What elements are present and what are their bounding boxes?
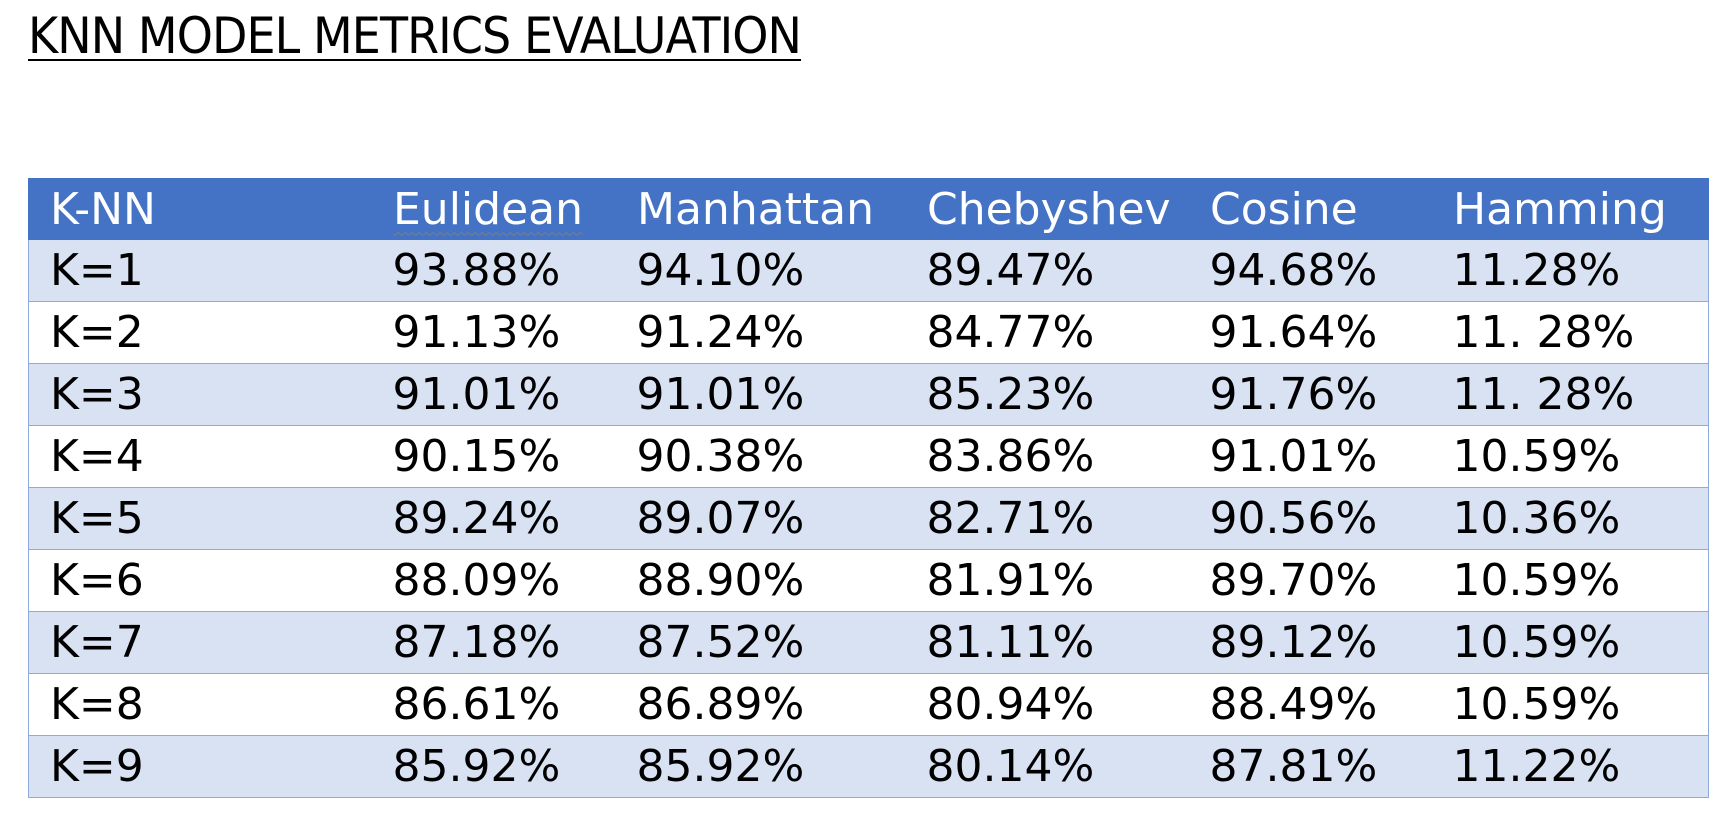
manhattan-cell: 86.89% [615, 673, 906, 736]
euclidean-cell: 86.61% [371, 673, 616, 736]
table-header-row: K-NN Eulidean Manhattan Chebyshev Cosine… [28, 178, 1709, 240]
k-value-cell: K=3 [28, 363, 372, 426]
header-cosine: Cosine [1188, 178, 1432, 240]
euclidean-cell: 85.92% [371, 735, 616, 798]
chebyshev-cell: 80.14% [905, 735, 1189, 798]
table-row: K=7 87.18% 87.52% 81.11% 89.12% 10.59% [28, 611, 1709, 674]
k-value-cell: K=1 [28, 239, 372, 302]
hamming-cell: 10.36% [1431, 487, 1709, 550]
manhattan-cell: 90.38% [615, 425, 906, 488]
euclidean-cell: 87.18% [371, 611, 616, 674]
table-row: K=9 85.92% 85.92% 80.14% 87.81% 11.22% [28, 735, 1709, 798]
manhattan-cell: 88.90% [615, 549, 906, 612]
table-row: K=6 88.09% 88.90% 81.91% 89.70% 10.59% [28, 549, 1709, 612]
k-value-cell: K=4 [28, 425, 372, 488]
header-hamming: Hamming [1431, 178, 1709, 240]
chebyshev-cell: 80.94% [905, 673, 1189, 736]
manhattan-cell: 91.01% [615, 363, 906, 426]
k-value-cell: K=5 [28, 487, 372, 550]
metrics-table: K-NN Eulidean Manhattan Chebyshev Cosine… [28, 178, 1709, 798]
cosine-cell: 89.12% [1188, 611, 1432, 674]
hamming-cell: 10.59% [1431, 425, 1709, 488]
k-value-cell: K=9 [28, 735, 372, 798]
manhattan-cell: 85.92% [615, 735, 906, 798]
hamming-cell: 11.28% [1431, 239, 1709, 302]
chebyshev-cell: 89.47% [905, 239, 1189, 302]
hamming-cell: 10.59% [1431, 673, 1709, 736]
document-title: KNN MODEL METRICS EVALUATION [28, 7, 802, 65]
chebyshev-cell: 82.71% [905, 487, 1189, 550]
euclidean-cell: 93.88% [371, 239, 616, 302]
hamming-cell: 11. 28% [1431, 301, 1709, 364]
table-row: K=5 89.24% 89.07% 82.71% 90.56% 10.36% [28, 487, 1709, 550]
manhattan-cell: 87.52% [615, 611, 906, 674]
chebyshev-cell: 83.86% [905, 425, 1189, 488]
cosine-cell: 91.01% [1188, 425, 1432, 488]
k-value-cell: K=2 [28, 301, 372, 364]
table-row: K=1 93.88% 94.10% 89.47% 94.68% 11.28% [28, 239, 1709, 302]
cosine-cell: 91.64% [1188, 301, 1432, 364]
header-knn: K-NN [28, 178, 372, 240]
euclidean-cell: 88.09% [371, 549, 616, 612]
euclidean-cell: 91.13% [371, 301, 616, 364]
chebyshev-cell: 84.77% [905, 301, 1189, 364]
hamming-cell: 11. 28% [1431, 363, 1709, 426]
cosine-cell: 94.68% [1188, 239, 1432, 302]
table-row: K=8 86.61% 86.89% 80.94% 88.49% 10.59% [28, 673, 1709, 736]
k-value-cell: K=8 [28, 673, 372, 736]
chebyshev-cell: 85.23% [905, 363, 1189, 426]
cosine-cell: 88.49% [1188, 673, 1432, 736]
cosine-cell: 87.81% [1188, 735, 1432, 798]
k-value-cell: K=6 [28, 549, 372, 612]
header-euclidean: Eulidean [371, 178, 616, 240]
hamming-cell: 11.22% [1431, 735, 1709, 798]
header-chebyshev: Chebyshev [905, 178, 1189, 240]
cosine-cell: 89.70% [1188, 549, 1432, 612]
euclidean-cell: 91.01% [371, 363, 616, 426]
hamming-cell: 10.59% [1431, 549, 1709, 612]
chebyshev-cell: 81.91% [905, 549, 1189, 612]
manhattan-cell: 91.24% [615, 301, 906, 364]
header-euclidean-label: Eulidean [393, 183, 583, 235]
manhattan-cell: 89.07% [615, 487, 906, 550]
euclidean-cell: 90.15% [371, 425, 616, 488]
chebyshev-cell: 81.11% [905, 611, 1189, 674]
euclidean-cell: 89.24% [371, 487, 616, 550]
table-row: K=3 91.01% 91.01% 85.23% 91.76% 11. 28% [28, 363, 1709, 426]
header-manhattan: Manhattan [615, 178, 906, 240]
cosine-cell: 90.56% [1188, 487, 1432, 550]
hamming-cell: 10.59% [1431, 611, 1709, 674]
k-value-cell: K=7 [28, 611, 372, 674]
manhattan-cell: 94.10% [615, 239, 906, 302]
table-row: K=4 90.15% 90.38% 83.86% 91.01% 10.59% [28, 425, 1709, 488]
cosine-cell: 91.76% [1188, 363, 1432, 426]
table-row: K=2 91.13% 91.24% 84.77% 91.64% 11. 28% [28, 301, 1709, 364]
